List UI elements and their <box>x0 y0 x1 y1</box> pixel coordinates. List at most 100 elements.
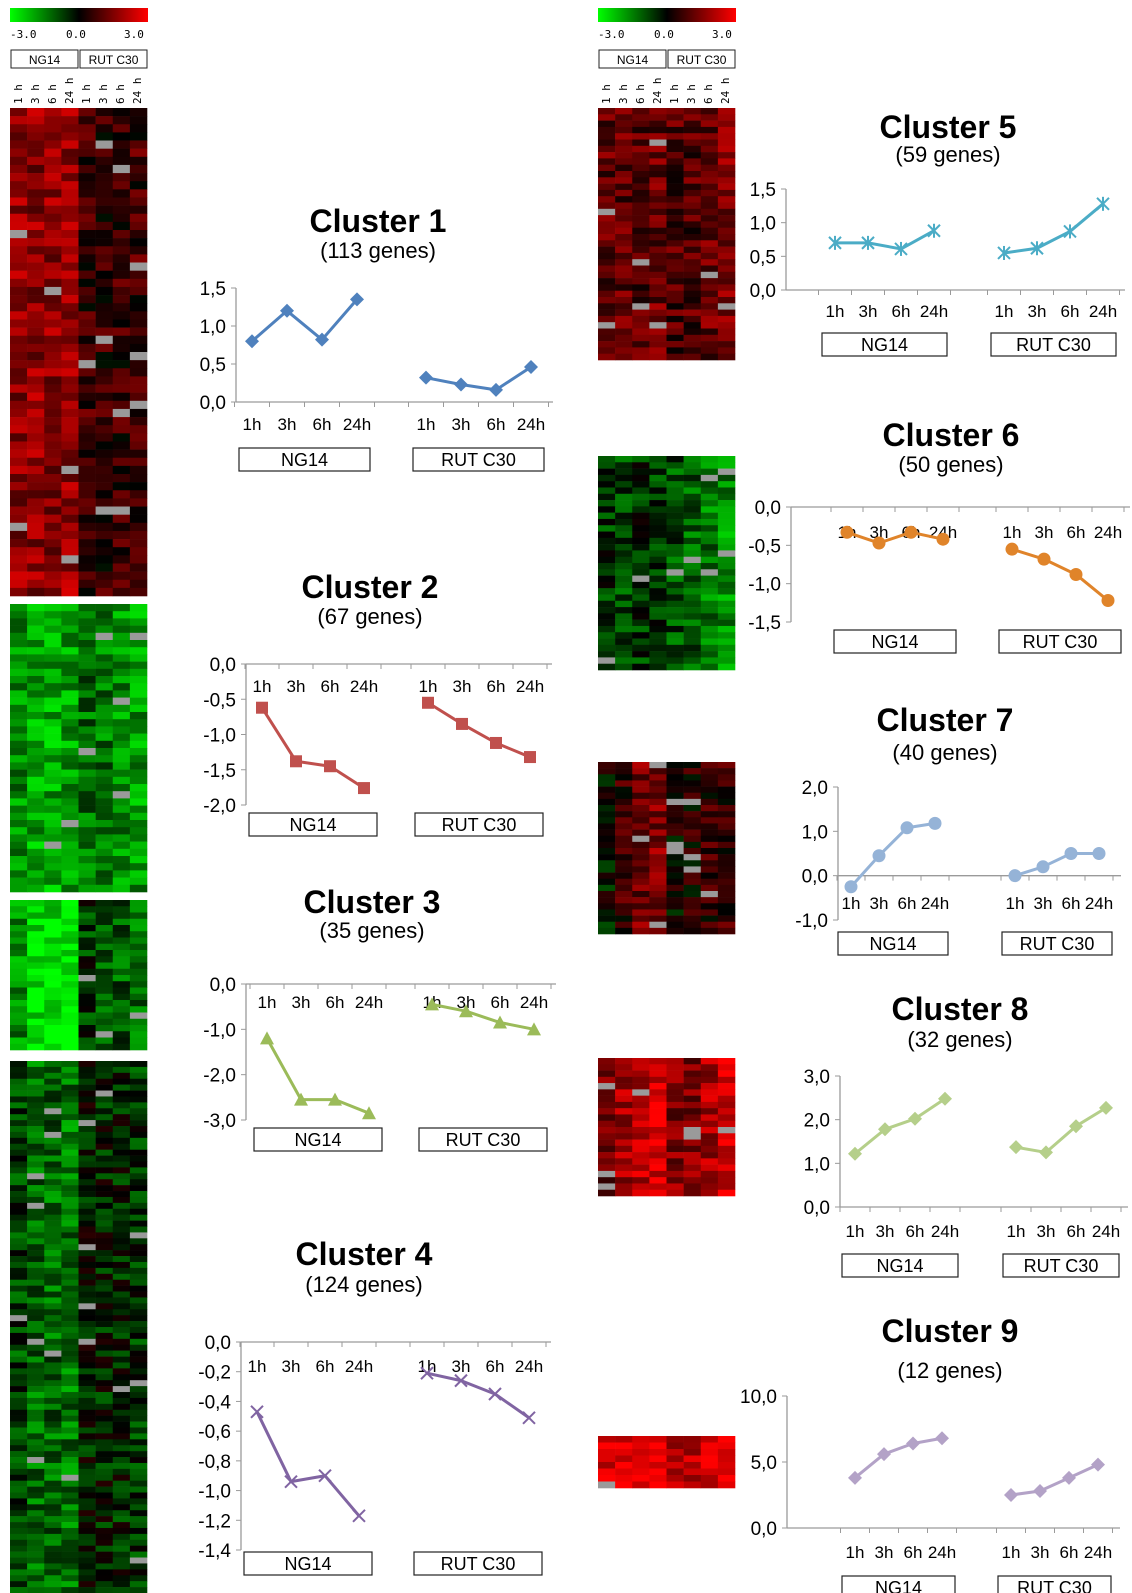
heatmap-cell <box>78 956 96 963</box>
heatmap-cell <box>112 1006 131 1013</box>
x-tick-label: 6h <box>487 677 506 696</box>
group-label-box <box>997 1575 1112 1593</box>
heatmap-cell <box>95 1445 114 1452</box>
heatmap-cell <box>10 1415 28 1422</box>
heatmap-cell <box>27 827 45 835</box>
heatmap-cell <box>632 145 650 153</box>
heatmap-cell <box>129 1179 148 1186</box>
heatmap-cell <box>95 1256 114 1263</box>
heatmap-cell <box>95 987 114 995</box>
heatmap-cell <box>112 579 131 589</box>
heatmap-cell <box>717 189 736 197</box>
heatmap-cell <box>61 647 79 655</box>
x-tick-label: 6h <box>1067 1222 1086 1241</box>
heatmap-cell <box>129 1321 148 1328</box>
heatmap-cell <box>27 812 45 821</box>
heatmap-cell <box>615 1152 633 1159</box>
heatmap-cell <box>61 834 79 842</box>
heatmap-cell <box>649 897 667 904</box>
heatmap-cell <box>27 776 45 785</box>
heatmap-cell <box>112 931 131 938</box>
heatmap-cell <box>129 632 148 641</box>
heatmap-cell <box>27 1516 45 1523</box>
group-label-box <box>253 1127 383 1152</box>
heatmap-cell <box>700 227 719 235</box>
data-point <box>872 536 886 550</box>
heatmap-cell <box>129 1332 148 1340</box>
heatmap-cell <box>649 303 667 310</box>
heatmap-cell <box>10 270 28 280</box>
heatmap-cell <box>112 925 131 932</box>
heatmap-cell <box>717 234 736 241</box>
heatmap-cell <box>649 817 667 824</box>
cluster-chart-4: Cluster 4(124 genes)0,0-0,2-0,4-0,6-0,8-… <box>198 1236 551 1576</box>
heatmap-cell <box>129 1273 148 1281</box>
heatmap-cell <box>649 1083 667 1090</box>
heatmaps <box>10 108 736 1593</box>
heatmap-cell <box>129 433 148 442</box>
heatmap-cell <box>10 506 28 515</box>
heatmap-cell <box>27 1332 45 1340</box>
heatmap-cell <box>700 891 719 898</box>
heatmap-cell <box>95 230 114 239</box>
heatmap-cell <box>649 177 667 184</box>
heatmap-cell <box>666 1481 684 1489</box>
heatmap-cell <box>700 240 719 247</box>
heatmap-cell <box>717 1436 736 1443</box>
heatmap-cell <box>666 891 684 898</box>
heatmap-cell <box>700 1070 719 1078</box>
heatmap-cell <box>78 769 96 778</box>
heatmap-cell <box>78 1575 96 1582</box>
y-tick-label: 1,0 <box>802 822 828 843</box>
heatmap-cell <box>44 1297 62 1304</box>
heatmap-cell <box>615 651 633 658</box>
heatmap-cell <box>598 114 616 121</box>
heatmap-cell <box>95 618 114 626</box>
heatmap-cell <box>615 556 633 564</box>
series-line <box>251 298 359 343</box>
heatmap-cell <box>112 1504 131 1511</box>
heatmap-cell <box>112 1185 131 1192</box>
heatmap-cell <box>649 152 667 159</box>
heatmap-cell <box>666 927 684 935</box>
heatmap-cell <box>598 921 616 929</box>
heatmap-cell <box>598 537 616 545</box>
heatmap-cell <box>598 525 616 532</box>
heatmap-cell <box>632 1481 650 1489</box>
heatmap-cell <box>615 1127 633 1134</box>
heatmap-cell <box>27 1037 45 1045</box>
heatmap-cell <box>129 1208 148 1215</box>
heatmap-cell <box>61 1486 79 1493</box>
heatmap-cell <box>78 530 96 540</box>
heatmap-cell <box>95 417 114 426</box>
heatmap-cell <box>44 1096 62 1103</box>
heatmap-cell <box>112 1510 131 1517</box>
y-tick-label: 1,5 <box>750 180 776 201</box>
heatmap-cell <box>44 1238 62 1245</box>
heatmap-cell <box>717 347 736 354</box>
heatmap-cell <box>61 189 79 198</box>
heatmap-cell <box>129 246 148 255</box>
heatmap-cell <box>598 1076 616 1084</box>
heatmap-cell <box>717 114 736 121</box>
heatmap-cell <box>10 1468 28 1476</box>
heatmap-cell <box>78 975 96 982</box>
heatmap-cell <box>717 468 736 476</box>
heatmap-cell <box>615 474 633 482</box>
heatmap-cell <box>44 1315 62 1322</box>
heatmap-cell <box>700 234 719 241</box>
heatmap-cell <box>598 1089 616 1096</box>
heatmap-cell <box>44 1114 62 1121</box>
heatmap-cell <box>10 1226 28 1233</box>
heatmap-cell <box>78 1368 96 1375</box>
heatmap-cell <box>632 909 650 916</box>
heatmap-cell <box>717 625 736 633</box>
heatmap-cell <box>598 897 616 904</box>
strain-box-ng14 <box>10 49 79 69</box>
heatmap-cell <box>27 943 45 951</box>
heatmap-cell <box>95 1392 114 1399</box>
heatmap-cell <box>78 820 96 828</box>
heatmap-cell <box>129 278 148 288</box>
heatmap-cell <box>666 1170 684 1178</box>
heatmap-cell <box>112 1368 131 1375</box>
